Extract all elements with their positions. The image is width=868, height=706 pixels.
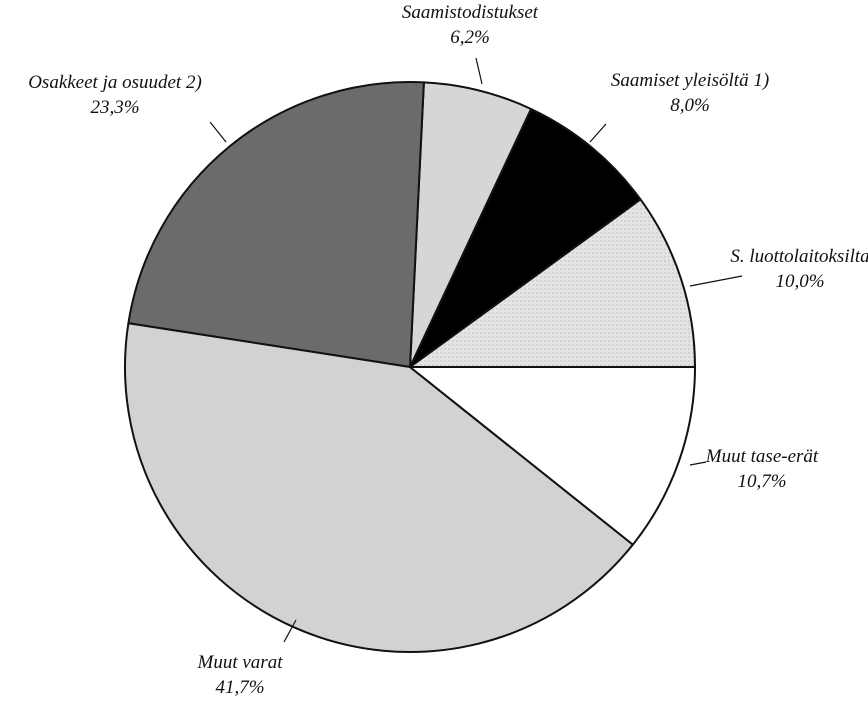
leader-line bbox=[209, 121, 227, 143]
pie-slice bbox=[409, 366, 696, 546]
pie-slice bbox=[409, 107, 642, 368]
slice-value-label: 41,7% bbox=[215, 677, 264, 698]
slice-label: Osakkeet ja osuudet 2) bbox=[28, 72, 202, 93]
leader-line bbox=[283, 619, 297, 643]
slice-value-label: 8,0% bbox=[670, 95, 710, 116]
pie-slice bbox=[127, 81, 425, 368]
slice-label: Muut varat bbox=[197, 652, 284, 673]
pie-slice bbox=[124, 322, 634, 653]
slice-label: Muut tase-erät bbox=[705, 446, 819, 467]
slice-value-label: 23,3% bbox=[90, 97, 139, 118]
slice-label: Saamiset yleisöltä 1) bbox=[611, 70, 769, 91]
slice-value-label: 10,0% bbox=[775, 271, 824, 292]
leader-line bbox=[689, 461, 707, 466]
leader-line bbox=[689, 275, 743, 287]
slice-label: Saamistodistukset bbox=[402, 2, 539, 23]
pie-slice bbox=[409, 198, 696, 368]
leader-line bbox=[475, 57, 483, 85]
leader-line bbox=[589, 123, 607, 143]
slice-value-label: 10,7% bbox=[737, 471, 786, 492]
slice-value-label: 6,2% bbox=[450, 27, 490, 48]
slice-label: S. luottolaitoksilta bbox=[730, 246, 868, 267]
